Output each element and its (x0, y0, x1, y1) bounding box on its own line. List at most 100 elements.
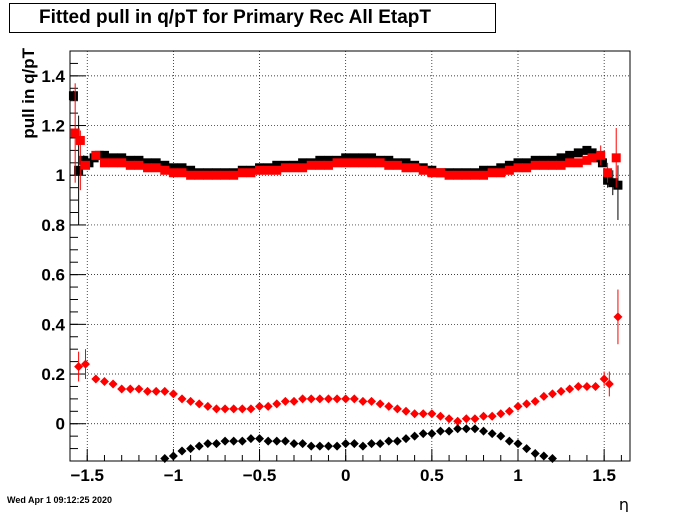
data-point (168, 163, 178, 173)
data-point (349, 439, 359, 449)
data-point (280, 163, 290, 173)
data-point (597, 158, 607, 168)
data-point (255, 165, 265, 175)
data-point (194, 170, 204, 180)
data-point (384, 436, 394, 446)
data-point (461, 424, 471, 434)
data-point (384, 401, 394, 411)
data-point (125, 160, 135, 170)
data-point (504, 406, 514, 416)
data-point (358, 158, 368, 168)
data-point (513, 163, 523, 173)
data-point (237, 436, 247, 446)
data-point (358, 441, 368, 451)
data-point (117, 153, 127, 163)
data-point (263, 401, 273, 411)
data-point (186, 396, 196, 406)
data-point (143, 163, 153, 173)
data-point (349, 153, 359, 163)
data-point (74, 362, 84, 372)
data-point (134, 384, 144, 394)
chart-title: Fitted pull in q/pT for Primary Rec All … (39, 7, 431, 28)
data-point (487, 168, 497, 178)
data-point (470, 414, 480, 424)
data-point (246, 168, 256, 178)
data-point (177, 163, 187, 173)
data-point (341, 158, 351, 168)
data-point (565, 158, 575, 168)
data-point (565, 150, 575, 160)
data-point (470, 170, 480, 180)
data-point (211, 170, 221, 180)
x-tick-label: −1.5 (70, 466, 104, 485)
data-point (298, 163, 308, 173)
data-point (565, 384, 575, 394)
data-point (306, 160, 316, 170)
x-tick-label: −1 (164, 466, 183, 485)
data-point (323, 160, 333, 170)
data-point (427, 168, 437, 178)
data-point (143, 158, 153, 168)
data-point (68, 91, 78, 101)
data-point (220, 404, 230, 414)
data-point (530, 396, 540, 406)
data-point (194, 441, 204, 451)
data-point (211, 439, 221, 449)
y-tick-label: 1.4 (41, 67, 65, 86)
data-point (573, 158, 583, 168)
data-point (177, 446, 187, 456)
data-point (591, 381, 601, 391)
data-point (194, 399, 204, 409)
data-point (522, 158, 532, 168)
data-point (289, 163, 299, 173)
data-point (435, 426, 445, 436)
data-point (461, 170, 471, 180)
data-point (522, 399, 532, 409)
timestamp-label: Wed Apr 1 09:12:25 2020 (7, 495, 113, 505)
x-tick-label: 0 (341, 466, 350, 485)
data-point (582, 145, 592, 155)
data-point (539, 451, 549, 461)
data-point (367, 153, 377, 163)
data-point (522, 163, 532, 173)
chart-title-box: Fitted pull in q/pT for Primary Rec All … (9, 3, 496, 33)
data-point (75, 135, 85, 145)
data-point (530, 160, 540, 170)
y-axis-label: pull in q/pT (19, 47, 38, 138)
data-point (134, 160, 144, 170)
data-point (70, 128, 80, 138)
data-point (220, 170, 230, 180)
data-point (263, 436, 273, 446)
data-point (603, 168, 613, 178)
data-point (539, 160, 549, 170)
data-point (375, 158, 385, 168)
data-point (91, 150, 101, 160)
data-point (203, 170, 213, 180)
data-point (582, 155, 592, 165)
data-point (272, 165, 282, 175)
data-point (504, 436, 514, 446)
data-point (513, 439, 523, 449)
data-point (587, 148, 597, 158)
data-point (401, 158, 411, 168)
data-point (504, 165, 514, 175)
plot-frame (69, 50, 631, 462)
data-point (280, 396, 290, 406)
data-point (323, 394, 333, 404)
data-point (272, 160, 282, 170)
data-point (246, 434, 256, 444)
data-point (539, 391, 549, 401)
data-point (220, 436, 230, 446)
data-point (229, 170, 239, 180)
data-point (237, 404, 247, 414)
data-point (298, 158, 308, 168)
axis-ticks (69, 50, 622, 461)
data-point (496, 168, 506, 178)
data-point (117, 384, 127, 394)
data-point (418, 429, 428, 439)
x-tick-label: 1.5 (592, 466, 616, 485)
data-point (186, 444, 196, 454)
data-point (229, 436, 239, 446)
data-point (556, 386, 566, 396)
